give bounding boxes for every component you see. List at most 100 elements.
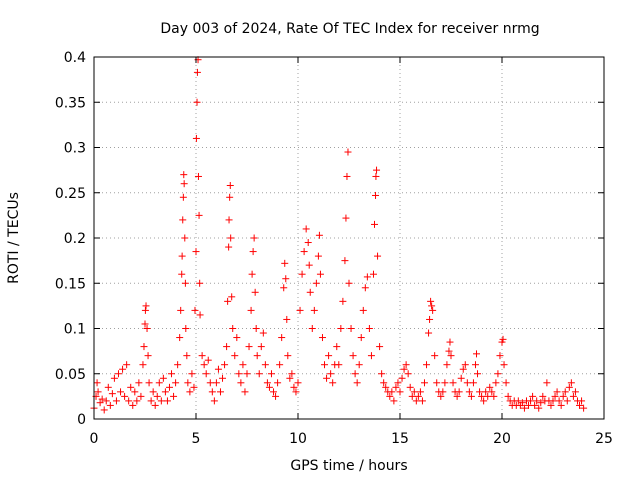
data-point — [183, 352, 191, 360]
data-point — [176, 334, 184, 342]
data-point — [343, 172, 351, 180]
data-point — [245, 343, 253, 351]
data-point — [233, 334, 241, 342]
x-tick-label: 15 — [391, 431, 409, 447]
data-point — [153, 392, 161, 400]
data-point — [467, 392, 475, 400]
data-point — [531, 401, 539, 409]
data-point — [178, 252, 186, 260]
data-point — [408, 392, 416, 400]
data-point — [210, 397, 218, 405]
data-point — [463, 379, 471, 387]
data-point — [139, 361, 147, 369]
data-point — [367, 352, 375, 360]
data-point — [361, 284, 369, 292]
x-tick-label: 25 — [595, 431, 613, 447]
data-point — [559, 392, 567, 400]
data-point — [129, 401, 137, 409]
x-tick-label: 5 — [192, 431, 201, 447]
data-point — [263, 379, 271, 387]
data-point — [257, 343, 265, 351]
y-tick-label: 0.4 — [64, 50, 86, 66]
data-point — [496, 352, 504, 360]
data-point — [121, 392, 129, 400]
data-point — [228, 293, 236, 301]
data-point — [416, 388, 424, 396]
data-point — [455, 388, 463, 396]
data-point — [110, 374, 118, 382]
data-point — [321, 361, 329, 369]
data-point — [142, 302, 150, 310]
data-point — [426, 315, 434, 323]
data-point — [248, 270, 256, 278]
data-point — [125, 397, 133, 405]
data-point — [219, 374, 227, 382]
data-point — [298, 270, 306, 278]
data-point — [359, 306, 367, 314]
data-point — [304, 239, 312, 247]
data-point — [179, 193, 187, 201]
data-point — [392, 383, 400, 391]
data-point — [196, 311, 204, 319]
data-point — [119, 365, 127, 373]
data-point — [251, 288, 259, 296]
data-point — [563, 397, 571, 405]
data-point — [441, 379, 449, 387]
data-point — [374, 252, 382, 260]
data-point — [216, 388, 224, 396]
data-point — [288, 370, 296, 378]
data-point — [133, 397, 141, 405]
data-point — [335, 361, 343, 369]
data-point — [369, 270, 377, 278]
data-point — [308, 325, 316, 332]
data-point — [198, 352, 206, 360]
data-point — [286, 374, 294, 382]
data-point — [281, 259, 289, 267]
data-point — [226, 182, 234, 190]
data-point — [410, 388, 418, 396]
data-point — [433, 379, 441, 387]
data-point — [402, 361, 410, 369]
data-point — [355, 361, 363, 369]
data-point — [351, 370, 359, 378]
data-point — [447, 352, 455, 360]
data-point — [567, 379, 575, 387]
data-point — [445, 347, 453, 355]
points-layer — [90, 56, 588, 414]
data-point — [353, 379, 361, 387]
data-point — [284, 352, 292, 360]
data-point — [182, 325, 190, 332]
data-point — [344, 148, 352, 156]
data-point — [537, 399, 545, 407]
data-point — [296, 306, 304, 314]
data-point — [114, 370, 122, 378]
data-point — [250, 234, 258, 242]
data-point — [193, 68, 201, 76]
data-point — [225, 243, 233, 251]
data-point — [212, 379, 220, 387]
data-point — [514, 397, 522, 405]
data-point — [314, 252, 322, 260]
data-point — [223, 343, 231, 351]
data-point — [398, 374, 406, 382]
data-point — [459, 365, 467, 373]
ticks-layer: 0 0.05 0.1 0.15 0.2 0.25 0.3 0.35 0.4 0 5 10 15 20 25 — [55, 50, 613, 447]
data-point — [372, 191, 380, 199]
data-point — [204, 356, 212, 364]
data-point — [276, 361, 284, 369]
data-point — [373, 166, 381, 174]
data-point — [94, 388, 102, 396]
data-point — [243, 370, 251, 378]
data-point — [235, 370, 243, 378]
data-point — [339, 297, 347, 305]
data-point — [492, 379, 500, 387]
data-point — [482, 388, 490, 396]
data-point — [386, 392, 394, 400]
data-point — [318, 334, 326, 342]
data-point — [310, 306, 318, 314]
data-point — [533, 397, 541, 405]
data-point — [427, 297, 435, 305]
data-point — [429, 306, 437, 314]
data-point — [163, 397, 171, 405]
chart-title: Day 003 of 2024, Rate Of TEC Index for r… — [160, 21, 539, 37]
